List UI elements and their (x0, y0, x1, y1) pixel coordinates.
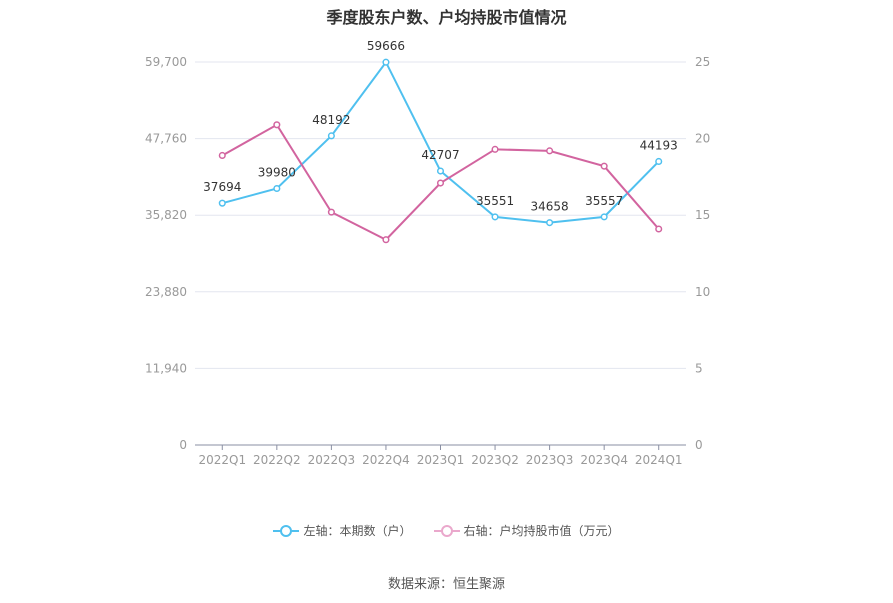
y-right-tick-label: 15 (695, 208, 710, 222)
y-left-tick-label: 47,760 (145, 132, 187, 146)
legend-label-households: 左轴：本期数（户） (303, 524, 412, 538)
gridlines (195, 61, 686, 369)
data-label: 35557 (585, 194, 623, 208)
data-label: 59666 (367, 39, 405, 53)
x-tick-label: 2022Q4 (362, 453, 410, 467)
y-right-tick-label: 25 (695, 55, 710, 69)
data-labels: 37694 39980 48192 59666 42707 35551 34658 35557… (203, 39, 678, 213)
legend-item-households[interactable]: 左轴：本期数（户） (273, 522, 412, 539)
y-left-tick-label: 35,820 (145, 208, 187, 222)
y-right-tick-label: 0 (695, 438, 703, 452)
data-label: 39980 (258, 166, 296, 180)
data-label: 44193 (640, 138, 678, 152)
series-point-0 (600, 213, 608, 221)
series-point-1 (218, 151, 226, 160)
data-label: 48192 (312, 113, 350, 127)
series-point-0 (546, 219, 554, 227)
y-right-tick-label: 10 (695, 285, 710, 299)
axes: 011,94023,88035,82047,76059,700051015202… (145, 55, 710, 467)
data-label: 34658 (531, 200, 569, 214)
chart-title: 季度股东户数、户均持股市值情况 (326, 8, 567, 27)
y-left-tick-label: 11,940 (145, 361, 187, 375)
series-point-1 (382, 236, 390, 244)
y-left-tick-label: 23,880 (145, 285, 187, 299)
x-tick-label: 2022Q1 (198, 453, 246, 467)
series-point-1 (273, 121, 281, 129)
series (218, 58, 663, 244)
y-left-tick-label: 59,700 (145, 55, 187, 69)
x-tick-label: 2022Q2 (253, 453, 301, 467)
legend-marker-households (273, 524, 300, 538)
data-label: 37694 (203, 180, 241, 194)
series-point-0 (327, 132, 335, 140)
data-label: 35551 (476, 194, 514, 208)
series-point-1 (655, 225, 663, 233)
y-left-tick-label: 0 (179, 438, 187, 452)
series-point-1 (491, 145, 499, 153)
series-point-0 (218, 199, 226, 207)
x-tick-label: 2022Q3 (308, 453, 356, 467)
series-point-0 (655, 157, 663, 166)
legend-item-avg-value[interactable]: 右轴：户均持股市值（万元） (433, 522, 620, 539)
series-point-1 (436, 179, 445, 187)
y-right-tick-label: 20 (695, 132, 710, 146)
x-tick-label: 2023Q2 (471, 453, 519, 467)
series-point-1 (327, 208, 335, 216)
legend-marker-avg-value (433, 524, 460, 538)
x-tick-label: 2023Q1 (417, 453, 465, 467)
x-tick-label: 2023Q4 (580, 453, 628, 467)
data-label: 42707 (421, 148, 459, 162)
y-right-tick-label: 5 (695, 361, 703, 375)
x-tick-label: 2024Q1 (635, 453, 683, 467)
series-point-0 (491, 213, 499, 221)
x-tick-label: 2023Q3 (526, 453, 574, 467)
legend-label-avg-value: 右轴：户均持股市值（万元） (463, 524, 620, 538)
source-note: 数据来源：恒生聚源 (387, 577, 505, 592)
legend: 左轴：本期数（户） 右轴：户均持股市值（万元） (0, 522, 893, 539)
series-point-0 (273, 184, 281, 193)
series-point-0 (436, 167, 445, 175)
series-point-0 (382, 58, 390, 66)
series-point-1 (600, 162, 608, 170)
series-point-1 (546, 147, 554, 155)
